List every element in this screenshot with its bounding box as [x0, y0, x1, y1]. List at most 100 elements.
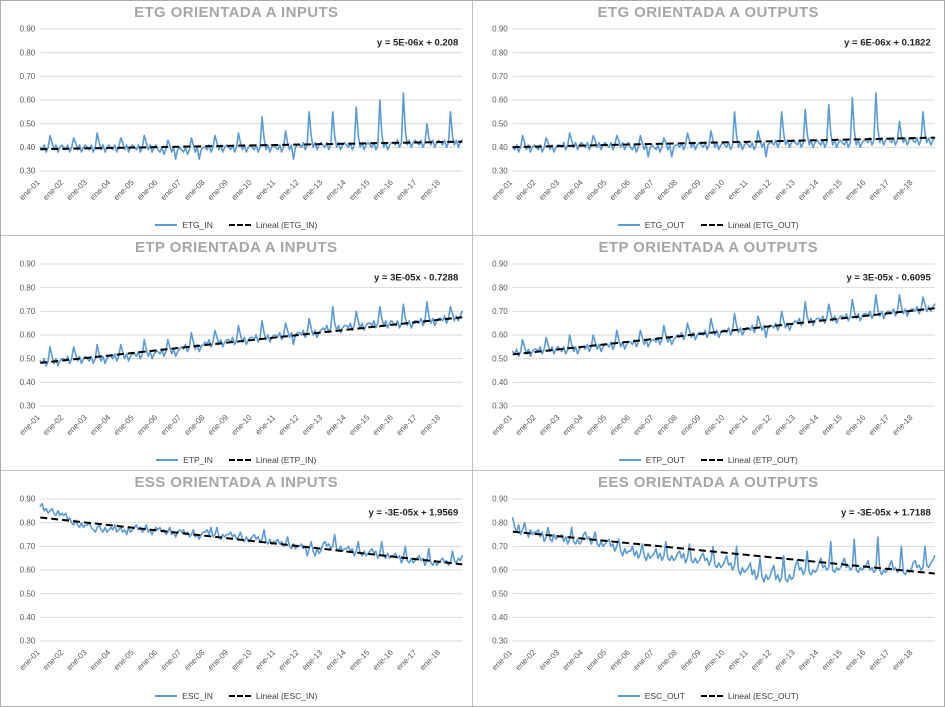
- y-axis-tick-label: 0.30: [20, 637, 36, 646]
- x-axis-tick-label: ene-17: [867, 648, 891, 672]
- series-line-swatch: [617, 695, 640, 697]
- chart-plot-area: 0.90 0.80 0.70 0.60 0.50 0.40 0.30 ene-01 ene-02…: [1, 256, 472, 455]
- x-axis-tick-label: ene-15: [819, 648, 843, 672]
- x-axis-tick-label: ene-03: [65, 413, 89, 437]
- x-axis-tick-label: ene-10: [230, 413, 254, 437]
- y-axis-tick-label: 0.90: [20, 25, 36, 34]
- panel-etp-inputs: ETP ORIENTADA A INPUTS 0.90 0.80 0.70 0.60 0…: [1, 236, 473, 471]
- x-axis-tick-label: ene-01: [490, 413, 514, 437]
- x-axis-tick-label: ene-14: [796, 413, 820, 437]
- legend-series: ETP_OUT: [618, 455, 685, 465]
- series-line-swatch: [155, 224, 178, 226]
- y-axis-tick-label: 0.30: [20, 402, 36, 411]
- legend-series: ETP_IN: [156, 455, 213, 465]
- legend-label-series: ETP_OUT: [645, 455, 685, 465]
- x-axis-tick-label: ene-18: [890, 648, 914, 672]
- legend-trend: Lineal (ETG_OUT): [700, 220, 799, 230]
- y-axis-tick-label: 0.50: [492, 119, 508, 128]
- x-axis-tick-label: ene-02: [513, 648, 537, 672]
- y-axis-tick-label: 0.80: [20, 283, 36, 292]
- x-axis-tick-label: ene-04: [560, 178, 584, 202]
- x-axis-tick-label: ene-16: [843, 413, 867, 437]
- chart-plot-area: 0.90 0.80 0.70 0.60 0.50 0.40 0.30 ene-01 ene-02…: [1, 491, 472, 691]
- x-axis-tick-label: ene-15: [347, 648, 371, 672]
- y-axis-tick-label: 0.70: [492, 307, 508, 316]
- x-axis-tick-label: ene-02: [41, 413, 65, 437]
- x-axis-tick-label: ene-12: [749, 413, 773, 437]
- x-axis-tick-label: ene-02: [41, 648, 65, 672]
- legend-trend: Lineal (ESC_IN): [228, 691, 318, 701]
- legend-trend: Lineal (ETP_OUT): [700, 455, 798, 465]
- chart-title: ETP ORIENTADA A OUTPUTS: [598, 239, 818, 256]
- legend-label-series: ETP_IN: [183, 455, 213, 465]
- x-axis-tick-label: ene-08: [655, 648, 679, 672]
- x-axis-tick-label: ene-01: [490, 178, 514, 202]
- trend-equation: y = -3E-05x + 1.9569: [368, 508, 458, 519]
- plot-svg: 0.90 0.80 0.70 0.60 0.50 0.40 0.30 ene-01 ene-02…: [490, 495, 936, 672]
- x-axis-tick-label: ene-07: [631, 178, 655, 202]
- plot-svg: 0.90 0.80 0.70 0.60 0.50 0.40 0.30 ene-01 ene-02…: [18, 495, 464, 672]
- x-axis-tick-label: ene-13: [300, 178, 324, 202]
- x-axis-tick-label: ene-09: [678, 413, 702, 437]
- plot-svg: 0.90 0.80 0.70 0.60 0.50 0.40 0.30 ene-01 ene-02…: [18, 260, 464, 437]
- x-axis-tick-label: ene-17: [867, 178, 891, 202]
- x-axis-tick-label: ene-14: [324, 648, 348, 672]
- legend-label-trend: Lineal (ETP_OUT): [727, 455, 798, 465]
- chart-title: ESS ORIENTADA A INPUTS: [134, 474, 339, 491]
- x-axis-tick-label: ene-05: [112, 413, 136, 437]
- y-axis-tick-label: 0.50: [492, 354, 508, 363]
- x-axis-tick-label: ene-12: [749, 648, 773, 672]
- y-axis-tick-label: 0.30: [492, 402, 508, 411]
- x-axis-tick-label: ene-15: [347, 413, 371, 437]
- y-axis-tick-label: 0.40: [492, 143, 508, 152]
- x-axis-tick-label: ene-01: [18, 178, 42, 202]
- y-axis-tick-label: 0.50: [492, 589, 508, 598]
- x-axis-tick-label: ene-01: [18, 413, 42, 437]
- chart-legend: ESC_OUT Lineal (ESC_OUT): [473, 691, 945, 706]
- x-axis-tick-label: ene-05: [112, 178, 136, 202]
- x-axis-tick-label: ene-18: [890, 413, 914, 437]
- y-axis-tick-label: 0.80: [492, 518, 508, 527]
- legend-series: ETG_OUT: [617, 220, 685, 230]
- chart-title: ETG ORIENTADA A OUTPUTS: [597, 4, 819, 21]
- x-axis-tick-label: ene-16: [371, 413, 395, 437]
- x-axis-tick-label: ene-07: [159, 648, 183, 672]
- x-axis-tick-label: ene-05: [584, 178, 608, 202]
- trend-equation: y = 3E-05x - 0.7288: [374, 273, 458, 284]
- plot-svg: 0.90 0.80 0.70 0.60 0.50 0.40 0.30 ene-01 ene-02…: [490, 25, 936, 202]
- y-axis-tick-label: 0.30: [492, 637, 508, 646]
- panel-ees-outputs: EES ORIENTADA A OUTPUTS 0.90 0.80 0.70 0.60…: [472, 471, 945, 706]
- trend-line: [512, 307, 935, 356]
- legend-label-series: ETG_IN: [182, 220, 213, 230]
- x-axis-tick-label: ene-06: [607, 413, 631, 437]
- x-axis-tick-label: ene-13: [772, 178, 796, 202]
- series-line: [511, 517, 936, 583]
- x-axis-tick-label: ene-03: [537, 413, 561, 437]
- trend-line: [40, 316, 463, 364]
- x-axis-tick-label: ene-17: [395, 413, 419, 437]
- legend-label-trend: Lineal (ETG_IN): [255, 220, 318, 230]
- legend-label-trend: Lineal (ESC_IN): [255, 691, 318, 701]
- x-axis-tick-label: ene-08: [183, 413, 207, 437]
- panel-etp-outputs: ETP ORIENTADA A OUTPUTS 0.90 0.80 0.70 0.60…: [472, 236, 944, 471]
- y-axis-tick-label: 0.70: [20, 542, 36, 551]
- x-axis-tick-label: ene-06: [135, 648, 159, 672]
- x-axis-tick-label: ene-07: [631, 648, 655, 672]
- y-axis-tick-label: 0.70: [20, 307, 36, 316]
- x-axis-tick-label: ene-11: [726, 413, 750, 437]
- chart-plot-area: 0.90 0.80 0.70 0.60 0.50 0.40 0.30 ene-01 ene-02…: [473, 491, 945, 691]
- x-axis-tick-label: ene-10: [230, 648, 254, 672]
- trend-line-swatch: [228, 224, 251, 226]
- plot-svg: 0.90 0.80 0.70 0.60 0.50 0.40 0.30 ene-01 ene-02…: [490, 260, 936, 437]
- x-axis-tick-label: ene-01: [18, 648, 42, 672]
- plot-svg: 0.90 0.80 0.70 0.60 0.50 0.40 0.30 ene-01 ene-02…: [18, 25, 464, 202]
- x-axis-tick-label: ene-18: [418, 413, 442, 437]
- x-axis-tick-label: ene-05: [112, 648, 136, 672]
- x-axis-tick-label: ene-10: [702, 648, 726, 672]
- y-axis-tick-label: 0.90: [492, 495, 508, 504]
- x-axis-tick-label: ene-07: [159, 178, 183, 202]
- x-axis-tick-label: ene-05: [584, 413, 608, 437]
- legend-series: ESC_OUT: [617, 691, 685, 701]
- x-axis-tick-label: ene-03: [65, 178, 89, 202]
